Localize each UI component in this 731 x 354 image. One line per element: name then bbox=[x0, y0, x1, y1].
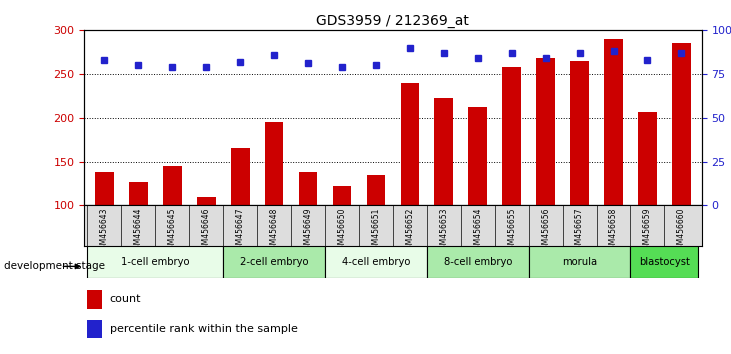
Bar bbox=[333, 186, 352, 205]
Text: GSM456650: GSM456650 bbox=[338, 207, 346, 254]
Title: GDS3959 / 212369_at: GDS3959 / 212369_at bbox=[317, 14, 469, 28]
Bar bbox=[265, 122, 284, 205]
Bar bbox=[197, 196, 216, 205]
Text: GSM456658: GSM456658 bbox=[609, 207, 618, 254]
Bar bbox=[401, 82, 419, 205]
FancyBboxPatch shape bbox=[427, 246, 529, 278]
Bar bbox=[87, 320, 102, 338]
FancyBboxPatch shape bbox=[88, 246, 223, 278]
Bar bbox=[502, 67, 521, 205]
Text: GSM456656: GSM456656 bbox=[541, 207, 550, 254]
Text: development stage: development stage bbox=[4, 261, 105, 271]
Text: morula: morula bbox=[562, 257, 597, 267]
FancyBboxPatch shape bbox=[223, 246, 325, 278]
Text: GSM456646: GSM456646 bbox=[202, 207, 211, 254]
Text: GSM456643: GSM456643 bbox=[100, 207, 109, 254]
Text: GSM456652: GSM456652 bbox=[406, 207, 414, 254]
Text: blastocyst: blastocyst bbox=[639, 257, 690, 267]
Bar bbox=[87, 290, 102, 309]
Bar bbox=[95, 172, 114, 205]
Text: GSM456657: GSM456657 bbox=[575, 207, 584, 254]
Text: GSM456645: GSM456645 bbox=[168, 207, 177, 254]
Text: GSM456653: GSM456653 bbox=[439, 207, 448, 254]
FancyBboxPatch shape bbox=[630, 246, 698, 278]
FancyBboxPatch shape bbox=[325, 246, 427, 278]
Text: 4-cell embryo: 4-cell embryo bbox=[342, 257, 410, 267]
Bar bbox=[129, 182, 148, 205]
Text: GSM456654: GSM456654 bbox=[473, 207, 482, 254]
Text: GSM456648: GSM456648 bbox=[270, 207, 279, 254]
Bar bbox=[672, 43, 691, 205]
Text: 8-cell embryo: 8-cell embryo bbox=[444, 257, 512, 267]
Text: percentile rank within the sample: percentile rank within the sample bbox=[110, 324, 298, 334]
Bar bbox=[299, 172, 317, 205]
Bar bbox=[537, 58, 555, 205]
Bar bbox=[367, 175, 385, 205]
Bar bbox=[163, 166, 181, 205]
Text: GSM456660: GSM456660 bbox=[677, 207, 686, 254]
Bar bbox=[434, 98, 453, 205]
Bar bbox=[638, 113, 656, 205]
Bar bbox=[469, 107, 487, 205]
Bar bbox=[231, 148, 249, 205]
Bar bbox=[605, 39, 623, 205]
Text: GSM456651: GSM456651 bbox=[371, 207, 380, 254]
Text: GSM456647: GSM456647 bbox=[235, 207, 245, 254]
Text: GSM456644: GSM456644 bbox=[134, 207, 143, 254]
Bar bbox=[570, 61, 589, 205]
Text: GSM456649: GSM456649 bbox=[303, 207, 313, 254]
Text: 1-cell embryo: 1-cell embryo bbox=[121, 257, 189, 267]
Text: 2-cell embryo: 2-cell embryo bbox=[240, 257, 308, 267]
FancyBboxPatch shape bbox=[529, 246, 630, 278]
Text: GSM456655: GSM456655 bbox=[507, 207, 516, 254]
Text: GSM456659: GSM456659 bbox=[643, 207, 652, 254]
Text: count: count bbox=[110, 294, 141, 304]
